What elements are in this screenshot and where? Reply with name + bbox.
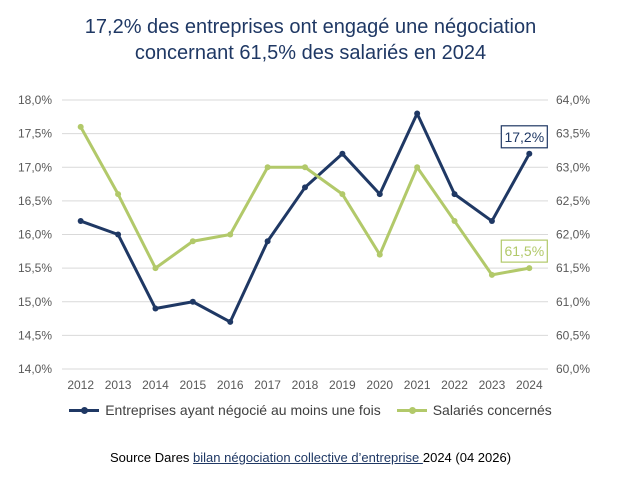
gridlines	[62, 99, 548, 370]
source-link[interactable]: bilan négociation collective d’entrepris…	[193, 450, 423, 465]
x-tick-label: 2021	[404, 378, 431, 392]
legend-item-salaries[interactable]: Salariés concernés	[396, 402, 552, 418]
series-1-point	[189, 298, 196, 305]
legend-swatch-salaries	[396, 404, 427, 416]
x-tick-label: 2022	[441, 378, 468, 392]
left-tick-label: 18,0%	[18, 93, 52, 107]
line-chart: 14,0% 14,5% 15,0% 15,5% 16,0% 16,5% 17,0% 17,5%…	[18, 93, 590, 392]
left-tick-label: 17,0%	[18, 160, 52, 174]
series-1-point	[488, 218, 495, 225]
legend: Entreprises ayant négocié au moins une f…	[0, 402, 621, 418]
series-2-point	[152, 265, 159, 272]
right-tick-label: 61,0%	[556, 295, 590, 309]
series-2-point	[526, 265, 533, 272]
series-2-point	[189, 238, 196, 245]
source-prefix: Source Dares	[109, 450, 194, 465]
series-2-point	[451, 218, 458, 225]
right-tick-label: 61,5%	[556, 261, 590, 275]
right-tick-label: 62,5%	[556, 194, 590, 208]
series-2-point	[77, 123, 84, 130]
series-1-point	[115, 231, 122, 238]
series-2-point	[339, 191, 346, 198]
series-2-point	[414, 164, 421, 171]
left-axis-ticks: 14,0% 14,5% 15,0% 15,5% 16,0% 16,5% 17,0% 17,5%…	[18, 93, 52, 376]
series-1-point	[451, 191, 458, 198]
legend-swatch-entreprises	[69, 404, 100, 416]
x-tick-label: 2023	[479, 378, 506, 392]
x-tick-label: 2015	[179, 378, 206, 392]
series-1-point	[264, 238, 271, 245]
left-tick-label: 14,5%	[18, 328, 52, 342]
source-suffix: 2024 (04 2026)	[422, 450, 512, 465]
annotation-label: 61,5%	[504, 243, 544, 259]
series-1-point	[526, 150, 533, 157]
right-axis-ticks: 60,0% 60,5% 61,0% 61,5% 62,0% 62,5% 63,0% 63,5%…	[556, 93, 590, 376]
series-2-point	[302, 164, 308, 171]
legend-label-entreprises: Entreprises ayant négocié au moins une f…	[105, 402, 381, 418]
right-tick-label: 63,0%	[556, 160, 590, 174]
legend-label-salaries: Salariés concernés	[432, 402, 552, 418]
x-tick-label: 2024	[516, 378, 543, 392]
left-tick-label: 16,0%	[18, 228, 52, 242]
series-1-point	[376, 191, 383, 198]
left-tick-label: 15,5%	[18, 261, 52, 275]
series-2-point	[376, 251, 383, 258]
x-tick-label: 2016	[217, 378, 244, 392]
x-tick-label: 2018	[292, 378, 319, 392]
x-tick-label: 2017	[254, 378, 281, 392]
series-line-1	[80, 111, 531, 324]
x-tick-label: 2012	[67, 378, 94, 392]
x-axis-ticks: 2012 2013 2014 2015 2016 2017 2018 2019 2020 2021…	[67, 378, 543, 392]
series-1-point	[152, 305, 159, 312]
x-tick-label: 2020	[366, 378, 393, 392]
right-tick-label: 63,5%	[556, 127, 590, 141]
series-1-point	[414, 110, 421, 117]
source-note: Source Dares bilan négociation collectiv…	[0, 450, 621, 465]
series-2-point	[227, 231, 234, 238]
series-2-point	[115, 191, 122, 198]
annotation-box	[500, 239, 548, 263]
right-tick-label: 60,0%	[556, 362, 590, 376]
x-tick-label: 2014	[142, 378, 169, 392]
right-tick-label: 60,5%	[556, 328, 590, 342]
series-1-point	[77, 218, 84, 225]
left-tick-label: 17,5%	[18, 127, 52, 141]
x-tick-label: 2013	[105, 378, 132, 392]
x-tick-label: 2019	[329, 378, 356, 392]
legend-item-entreprises[interactable]: Entreprises ayant négocié au moins une f…	[69, 402, 381, 418]
annotation-box	[500, 125, 548, 149]
chart-title-line-1: 17,2% des entreprises ont engagé une nég…	[84, 16, 537, 38]
left-tick-label: 14,0%	[18, 362, 52, 376]
left-tick-label: 16,5%	[18, 194, 52, 208]
left-tick-label: 15,0%	[18, 295, 52, 309]
right-tick-label: 64,0%	[556, 93, 590, 107]
annotations: 17,2% 61,5%	[500, 125, 548, 263]
annotation-label: 17,2%	[504, 129, 544, 145]
series-1-point	[339, 150, 346, 157]
chart-title: 17,2% des entreprises ont engagé une nég…	[0, 14, 621, 66]
chart-title-line-2: concernant 61,5% des salariés en 2024	[134, 42, 487, 64]
series-1-point	[227, 318, 234, 325]
series-2-point	[264, 164, 271, 171]
right-tick-label: 62,0%	[556, 228, 590, 242]
series-1-point	[302, 184, 308, 191]
series-2-point	[488, 271, 495, 278]
series-group	[77, 110, 533, 325]
